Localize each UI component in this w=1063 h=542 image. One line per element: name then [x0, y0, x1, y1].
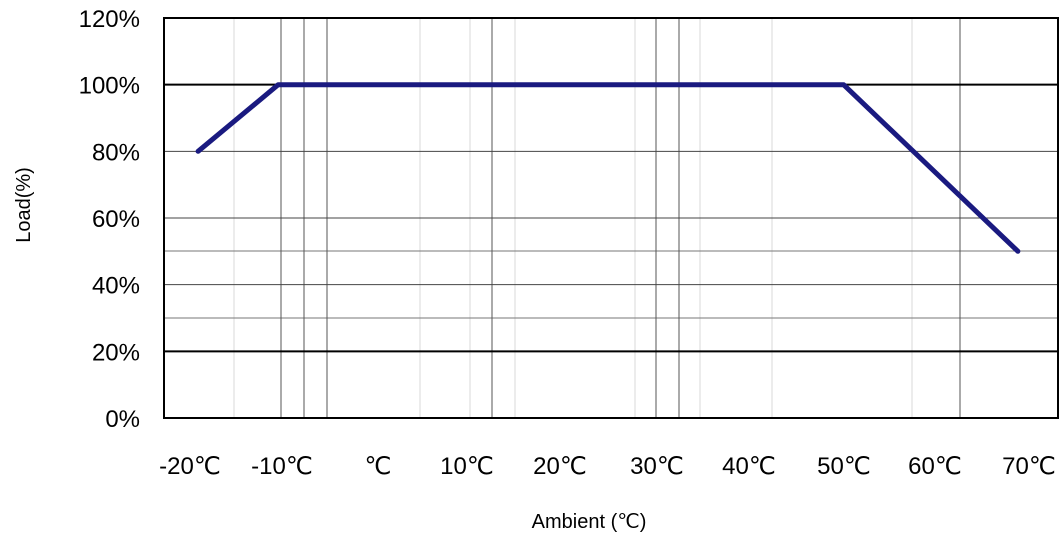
data-point: [276, 82, 281, 87]
x-tick-labels: -20℃ -10℃ ℃ 10℃ 20℃ 30℃ 40℃ 50℃ 60℃ 70℃: [159, 453, 1056, 480]
x-tick-label: 10℃: [440, 453, 494, 480]
x-tick-label: 40℃: [722, 453, 776, 480]
x-tick-label: 50℃: [817, 453, 871, 480]
y-tick-label: 100%: [79, 73, 140, 100]
plot-frame: [163, 17, 1059, 419]
y-tick-label: 120%: [79, 6, 140, 33]
data-point: [1015, 249, 1020, 254]
y-tick-labels: 0% 20% 40% 60% 80% 100% 120%: [79, 6, 140, 433]
x-tick-label: 60℃: [908, 453, 962, 480]
y-axis-title: Load(%): [13, 167, 35, 243]
y-tick-label: 60%: [92, 206, 140, 233]
y-tick-label: 40%: [92, 273, 140, 300]
y-tick-label: 0%: [105, 406, 140, 433]
data-point: [196, 149, 201, 154]
x-tick-label: ℃: [365, 453, 392, 480]
x-tick-label: -20℃: [159, 453, 221, 480]
x-tick-label: 30℃: [630, 453, 684, 480]
series-line: [195, 82, 1021, 254]
x-tick-label: 70℃: [1002, 453, 1056, 480]
y-tick-label: 80%: [92, 139, 140, 166]
x-tick-label: -10℃: [251, 453, 313, 480]
y-tick-label: 20%: [92, 339, 140, 366]
series-layer: [195, 82, 1021, 254]
x-tick-label: 20℃: [533, 453, 587, 480]
data-point: [841, 82, 846, 87]
x-axis-title: Ambient (℃): [532, 511, 647, 533]
